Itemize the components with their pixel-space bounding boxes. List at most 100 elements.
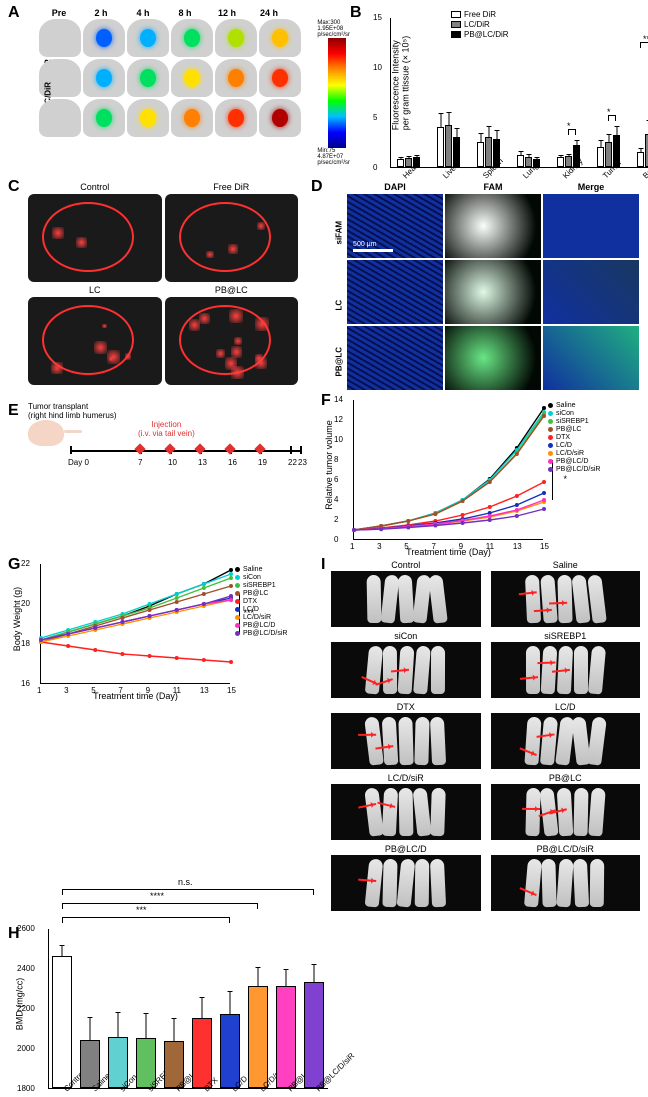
panel-b-label: B [350, 4, 362, 22]
chart-h: BMD (mg/cc) 18002000220024002600ControlS… [48, 929, 328, 1089]
bar [52, 956, 72, 1088]
panel-i: I ControlSalinesiConsiSREBP1DTXLC/DLC/D/… [321, 560, 640, 911]
injection-marker [224, 443, 235, 454]
mouse-image [171, 99, 213, 137]
y-tick: 2600 [17, 924, 35, 933]
legend-item: PB@LC/D/siR [549, 466, 600, 473]
bar [220, 1014, 240, 1088]
bar [437, 127, 444, 167]
panel-e: E Tumor transplant (right hind limb hume… [8, 406, 317, 540]
y-tick: 2200 [17, 1004, 35, 1013]
mouse-image [215, 99, 257, 137]
y-tick: 22 [21, 559, 30, 568]
timeline: Tumor transplant (right hind limb humeru… [28, 406, 308, 476]
ct-label: PB@LC [491, 773, 641, 783]
timepoint-label: 24 h [248, 8, 290, 18]
lesion-arrow [520, 887, 537, 895]
injection-marker [164, 443, 175, 454]
injection-text: Injection (i.v. via tail vein) [138, 420, 195, 438]
legend-item: PB@LC/D [549, 458, 600, 465]
ct-panel: PB@LC [491, 773, 641, 840]
legend-item: Saline [236, 566, 287, 573]
ct-panel: DTX [331, 702, 480, 769]
legend-item: PB@LC/DiR [451, 30, 509, 39]
bar [397, 159, 404, 167]
y-tick: 4 [334, 495, 338, 504]
y-tick: 0 [373, 163, 377, 172]
mouse-image [127, 99, 169, 137]
timeline-day: Day 0 [68, 458, 89, 467]
fluor-row-label: PB@LC [335, 337, 344, 377]
mouse-image [171, 59, 213, 97]
y-tick: 2000 [17, 1044, 35, 1053]
panel-f-label: F [321, 392, 331, 410]
y-tick: 8 [334, 455, 338, 464]
fluor-image [347, 260, 443, 324]
ultrasound-label: Control [28, 182, 162, 192]
lesion-arrow [537, 662, 555, 664]
ct-label: LC/D/siR [331, 773, 480, 783]
legend-item: DTX [236, 598, 287, 605]
mouse-image [39, 19, 81, 57]
panel-a: A Pre2 h4 h8 h12 h24 h Free DiRLC/DiRPB@… [8, 8, 346, 160]
injection-marker [134, 443, 145, 454]
panel-g-label: G [8, 556, 20, 574]
chart-b-ylabel: Fluorescence Intensity per gram ttissue … [390, 35, 410, 130]
bar [517, 155, 524, 167]
fluor-image [347, 326, 443, 390]
timeline-day: 19 [258, 458, 267, 467]
y-tick: 0 [334, 535, 338, 544]
mouse-image [215, 59, 257, 97]
ultrasound-label: Free DiR [165, 182, 299, 192]
chart-f-ylabel: Relative tumor volume [324, 420, 334, 510]
timeline-day: 23 [298, 458, 307, 467]
mouse-image [83, 19, 125, 57]
panel-d: D DAPIFAMMergesiFAM500 μmLCPB@LC [311, 182, 640, 390]
bar [276, 986, 296, 1088]
injection-marker [194, 443, 205, 454]
ultrasound-panel: Free DiR [165, 182, 299, 282]
colorbar [328, 38, 346, 148]
timepoint-label: 8 h [164, 8, 206, 18]
x-tick: 15 [227, 686, 236, 695]
colorbar-min: Min:75 4.87E+07 p/sec/cm²/sr [317, 148, 350, 166]
x-tick: 3 [377, 542, 381, 551]
fluor-image [445, 194, 541, 258]
x-tick: 13 [200, 686, 209, 695]
panel-h: H BMD (mg/cc) 18002000220024002600Contro… [8, 929, 328, 1089]
scalebar-label: 500 μm [353, 241, 377, 248]
bar [192, 1018, 212, 1088]
injection-marker [254, 443, 265, 454]
legend-item: PB@LC [236, 590, 287, 597]
mouse-image [171, 19, 213, 57]
legend-item: Saline [549, 402, 600, 409]
timeline-day: 16 [228, 458, 237, 467]
chart-b: Fluorescence Intensity per gram ttissue … [390, 18, 648, 168]
mouse-image [83, 99, 125, 137]
fluor-row-label: siFAM [335, 205, 344, 245]
bar [445, 125, 452, 167]
ct-panel: Control [331, 560, 480, 627]
panel-b: B Fluorescence Intensity per gram ttissu… [350, 8, 640, 168]
transplant-text: Tumor transplant (right hind limb humeru… [28, 402, 116, 420]
legend-item: siCon [549, 410, 600, 417]
ct-label: Saline [491, 560, 641, 570]
ultrasound-panel: PB@LC [165, 285, 299, 385]
sig-label: * [607, 107, 611, 117]
x-tick: 9 [459, 542, 463, 551]
x-tick: 9 [146, 686, 150, 695]
mouse-image [259, 99, 301, 137]
x-tick: 7 [431, 542, 435, 551]
legend-b: Free DiRLC/DiRPB@LC/DiR [451, 10, 509, 39]
fluor-row-label: LC [335, 271, 344, 311]
lesion-arrow [391, 669, 409, 672]
fluor-image [543, 194, 639, 258]
y-tick: 6 [334, 475, 338, 484]
legend-item: PB@LC/D/siR [236, 630, 287, 637]
bar [477, 142, 484, 167]
timeline-day: 22 [288, 458, 297, 467]
timepoint-label: 2 h [80, 8, 122, 18]
timepoint-label: 4 h [122, 8, 164, 18]
mouse-image [127, 19, 169, 57]
ultrasound-label: PB@LC [165, 285, 299, 295]
